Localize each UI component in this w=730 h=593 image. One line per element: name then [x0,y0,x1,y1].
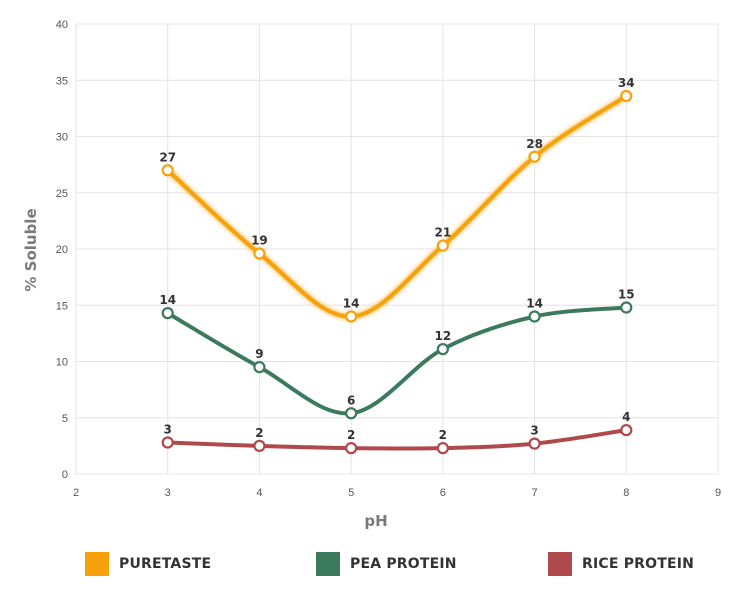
x-tick-label: 6 [440,487,446,499]
data-point-pea-protein [620,301,633,314]
data-point-rice-protein [436,442,449,455]
y-tick-label: 30 [56,132,68,144]
data-point-puretaste [345,310,358,323]
data-label-puretaste: 34 [618,76,635,90]
y-tick-label: 5 [62,413,68,425]
x-tick-label: 4 [256,487,262,499]
legend-swatch-rice-protein [548,552,572,576]
data-label-pea-protein: 12 [435,329,452,343]
data-label-puretaste: 14 [343,297,360,311]
data-point-pea-protein [436,343,449,356]
series-line-pea-protein [165,305,629,416]
x-tick-label: 5 [348,487,354,499]
legend-swatch-puretaste [85,552,109,576]
data-label-pea-protein: 9 [255,347,263,361]
series-line-rice-protein [165,428,629,451]
data-point-rice-protein [620,424,633,437]
data-point-puretaste [436,239,449,252]
x-axis-title: pH [364,512,387,530]
legend-label-puretaste: PURETASTE [119,556,212,572]
data-label-puretaste: 21 [435,226,452,240]
data-label-rice-protein: 2 [255,426,263,440]
x-tick-label: 7 [532,487,538,499]
data-label-pea-protein: 15 [618,288,635,302]
legend-item-rice-protein: RICE PROTEIN [548,550,694,578]
data-label-pea-protein: 14 [526,297,543,311]
data-point-rice-protein [528,437,541,450]
series-line-puretaste [165,94,629,319]
y-tick-label: 20 [56,244,68,256]
data-label-rice-protein: 2 [439,428,447,442]
data-label-rice-protein: 2 [347,428,355,442]
y-tick-label: 15 [56,300,68,312]
data-point-pea-protein [345,407,358,420]
data-point-puretaste [161,164,174,177]
y-tick-label: 35 [56,75,68,87]
y-tick-label: 0 [62,469,68,481]
data-point-rice-protein [253,439,266,452]
y-tick-label: 25 [56,188,68,200]
data-point-puretaste [620,89,633,103]
data-label-rice-protein: 3 [164,423,172,437]
data-point-puretaste [253,247,266,260]
data-point-rice-protein [161,436,174,449]
data-point-pea-protein [528,310,541,323]
x-tick-label: 8 [623,487,629,499]
data-label-puretaste: 19 [251,234,268,248]
x-tick-label: 2 [73,487,79,499]
data-label-puretaste: 28 [526,137,543,151]
data-point-pea-protein [253,361,266,374]
grid [75,23,719,475]
legend-item-puretaste: PURETASTE [85,550,211,578]
x-tick-label: 3 [165,487,171,499]
data-label-rice-protein: 3 [530,424,538,438]
legend-swatch-pea-protein [316,552,340,576]
y-axis-title: % Soluble [22,208,40,291]
y-tick-label: 10 [56,357,68,369]
legend-label-rice-protein: RICE PROTEIN [582,556,695,572]
data-point-rice-protein [345,442,358,455]
x-tick-label: 9 [715,487,721,499]
data-point-puretaste [528,150,541,163]
data-label-pea-protein: 6 [347,393,355,407]
data-point-pea-protein [161,307,174,320]
data-label-rice-protein: 4 [622,410,630,424]
legend-label-pea-protein: PEA PROTEIN [350,556,457,572]
legend-item-pea-protein: PEA PROTEIN [316,550,457,578]
series-lines [161,89,633,455]
legend: PURETASTE PEA PROTEIN RICE PROTEIN [0,550,730,578]
data-label-puretaste: 27 [159,150,176,164]
data-label-pea-protein: 14 [159,293,176,307]
y-tick-label: 40 [56,19,68,31]
